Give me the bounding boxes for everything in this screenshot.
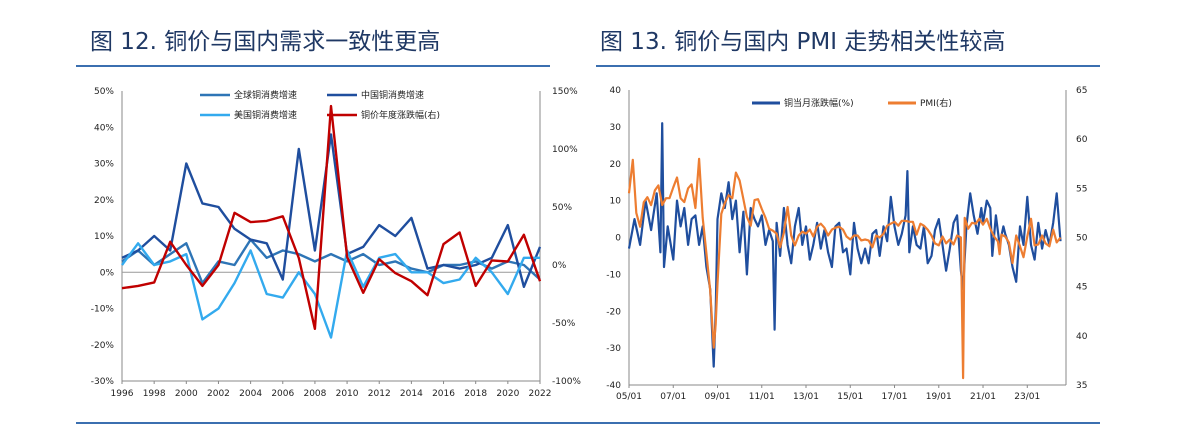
x-tick-label: 2014 (400, 389, 423, 399)
x-tick-label: 2002 (207, 389, 230, 399)
legend-label: 美国铜消费增速 (234, 109, 297, 121)
y-right-tick-label: -50% (552, 319, 576, 329)
series-line-3 (121, 104, 542, 330)
y-right-tick-label: 45 (1076, 283, 1087, 293)
y-right-tick-label: 50 (1076, 234, 1088, 244)
y-left-tick-label: -30% (91, 377, 115, 387)
y-right-tick-label: 35 (1076, 381, 1087, 391)
series-line-0 (121, 238, 541, 285)
y-right-tick-label: 150% (552, 87, 578, 97)
y-left-tick-label: 30% (94, 160, 114, 170)
x-tick-label: 2018 (464, 389, 487, 399)
y-left-tick-label: -20% (91, 341, 115, 351)
title-divider-right (596, 65, 1100, 67)
y-right-tick-label: 55 (1076, 184, 1087, 194)
y-left-tick-label: 0 (615, 234, 621, 244)
y-left-tick-label: 40 (610, 86, 622, 96)
x-tick-label: 2008 (303, 389, 326, 399)
x-tick-label: 2022 (529, 389, 552, 399)
x-tick-label: 11/01 (749, 392, 775, 402)
y-left-tick-label: 20% (94, 196, 114, 206)
chart-title-fig12: 图 12. 铜价与国内需求一致性更高 (90, 29, 441, 55)
y-right-tick-label: 100% (552, 145, 578, 155)
legend-label: 全球铜消费增速 (234, 89, 297, 101)
legend-label: 铜当月涨跌幅(%) (784, 97, 854, 109)
x-tick-label: 21/01 (970, 392, 996, 402)
y-left-tick-label: -10 (606, 270, 621, 280)
x-tick-label: 1998 (143, 389, 166, 399)
legend-label: 铜价年度涨跌幅(右) (361, 109, 440, 121)
y-right-tick-label: 0% (552, 261, 567, 271)
x-tick-label: 2016 (432, 389, 455, 399)
chart-title-fig13: 图 13. 铜价与国内 PMI 走势相关性较高 (600, 29, 1006, 55)
series-line-1 (627, 157, 1062, 380)
series-line-0 (627, 122, 1062, 368)
y-right-tick-label: -100% (552, 377, 581, 387)
bottom-divider (76, 422, 1100, 424)
x-tick-label: 23/01 (1014, 392, 1040, 402)
y-left-tick-label: 20 (610, 160, 622, 170)
x-tick-label: 2004 (239, 389, 262, 399)
legend-label: 中国铜消费增速 (361, 89, 424, 101)
y-left-tick-label: 10% (94, 232, 114, 242)
x-tick-label: 2012 (368, 389, 391, 399)
x-tick-label: 07/01 (660, 392, 686, 402)
y-left-tick-label: 40% (94, 123, 114, 133)
x-tick-label: 2020 (496, 389, 519, 399)
y-left-tick-label: 30 (610, 123, 622, 133)
x-tick-label: 2010 (336, 389, 359, 399)
x-tick-label: 2000 (175, 389, 198, 399)
x-tick-label: 15/01 (837, 392, 863, 402)
x-tick-label: 2006 (271, 389, 294, 399)
y-left-tick-label: -30 (606, 344, 621, 354)
y-left-tick-label: -20 (606, 307, 621, 317)
title-divider-left (76, 65, 550, 67)
x-tick-label: 19/01 (926, 392, 952, 402)
y-left-tick-label: 10 (610, 197, 622, 207)
x-tick-label: 13/01 (793, 392, 819, 402)
x-tick-label: 05/01 (616, 392, 642, 402)
y-right-tick-label: 40 (1076, 332, 1088, 342)
y-left-tick-label: -40 (606, 381, 621, 391)
y-right-tick-label: 50% (552, 203, 572, 213)
x-tick-label: 09/01 (705, 392, 731, 402)
y-left-tick-label: 50% (94, 87, 114, 97)
y-right-tick-label: 60 (1076, 135, 1088, 145)
y-right-tick-label: 65 (1076, 86, 1087, 96)
y-left-tick-label: 0% (100, 268, 115, 278)
y-left-tick-label: -10% (91, 305, 115, 315)
legend-label: PMI(右) (920, 97, 952, 109)
x-tick-label: 17/01 (882, 392, 908, 402)
x-tick-label: 1996 (111, 389, 134, 399)
